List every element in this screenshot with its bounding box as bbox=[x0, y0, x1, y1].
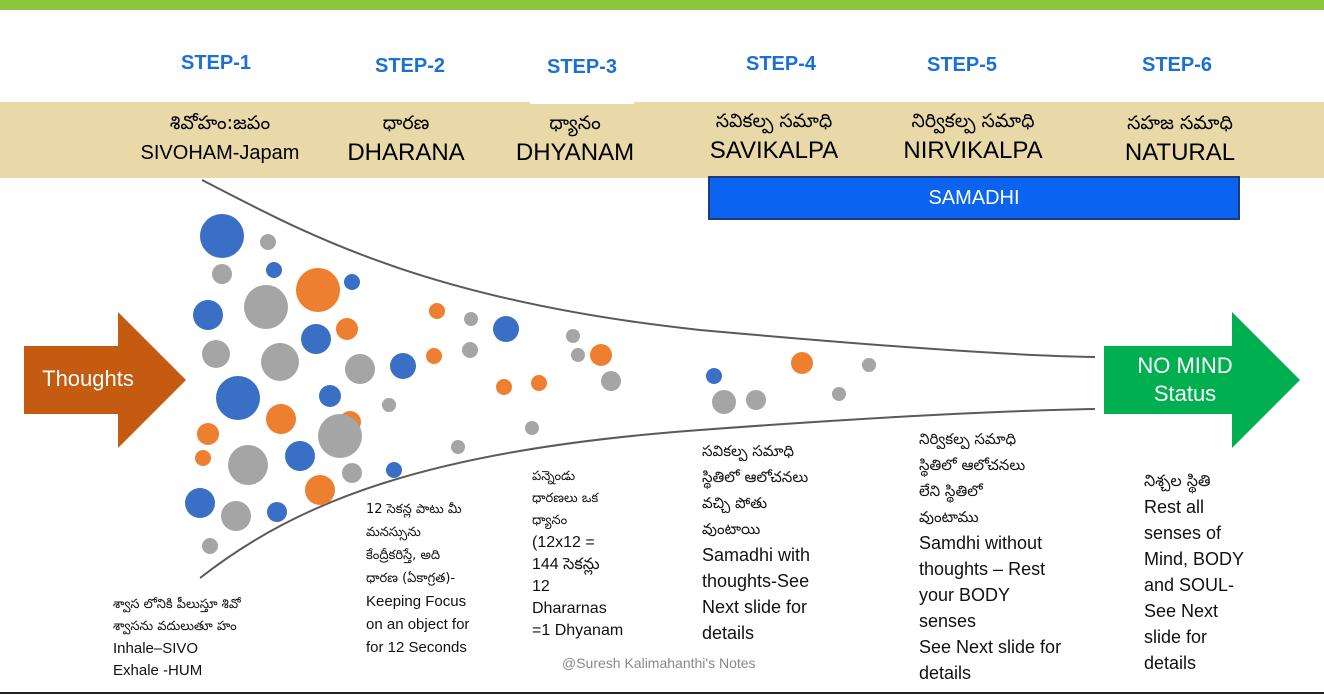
no-mind-line2: Status bbox=[1153, 381, 1217, 406]
stage-telugu: నిర్వికల్ప సమాధి bbox=[911, 110, 1035, 132]
stage-telugu: ధ్యానం bbox=[549, 112, 601, 134]
note-step5: నిర్వికల్ప సమాధి స్థితిలో ఆలోచనలు లేని స… bbox=[919, 426, 1061, 686]
note-line: Samdhi without bbox=[919, 533, 1043, 553]
note-line: and SOUL- bbox=[1144, 575, 1235, 595]
no-mind-line1: NO MIND bbox=[1137, 353, 1233, 378]
stage-english: DHARANA bbox=[347, 139, 465, 166]
note-line: ధారణ (ఏకాగ్రత)- bbox=[366, 571, 456, 586]
thoughts-label: Thoughts bbox=[42, 366, 134, 391]
note-line: వుంటాయి bbox=[702, 520, 761, 538]
thoughts-arrow bbox=[24, 312, 186, 448]
funnel-bottom-curve bbox=[199, 408, 1096, 579]
note-line: Next slide for bbox=[702, 597, 808, 617]
step-5-label: STEP-5 bbox=[926, 54, 998, 76]
note-line: thoughts-See bbox=[702, 571, 810, 591]
no-mind-arrow bbox=[1104, 312, 1300, 448]
note-line: శ్వాస లోనికి పీలుస్తూ శివో bbox=[113, 597, 241, 612]
stage-english: NATURAL bbox=[1124, 139, 1236, 166]
stage-savikalpa: సవికల్ప సమాధి SAVIKALPA bbox=[710, 106, 839, 166]
note-line: Mind, BODY bbox=[1144, 549, 1245, 569]
stage-telugu: సహజ సమాధి bbox=[1127, 112, 1233, 134]
stage-telugu: సవికల్ప సమాధి bbox=[715, 110, 833, 132]
note-step1: శ్వాస లోనికి పీలుస్తూ శివో శ్వాసను వదులు… bbox=[113, 594, 241, 682]
note-line: వచ్చి పోతు bbox=[702, 494, 768, 512]
note-line: slide for bbox=[1144, 627, 1208, 647]
note-line: ధారణలు ఒక bbox=[532, 491, 599, 506]
note-line: స్థితిలో ఆలోచనలు bbox=[702, 468, 809, 486]
note-line: Exhale -HUM bbox=[113, 662, 203, 679]
stage-dhyanam: ధ్యానం DHYANAM bbox=[516, 108, 634, 168]
note-line: ధ్యానం bbox=[532, 513, 568, 528]
step-1-label: STEP-1 bbox=[180, 52, 252, 74]
stage-band bbox=[0, 102, 1324, 178]
note-line: senses of bbox=[1144, 523, 1222, 543]
step-3-label: STEP-3 bbox=[546, 56, 618, 78]
note-line: మనస్సును bbox=[366, 525, 421, 540]
stage-sivoham: శివోహం:జపం SIVOHAM-Japam bbox=[141, 108, 300, 168]
note-line: for 12 Seconds bbox=[366, 639, 467, 656]
note-line: Keeping Focus bbox=[366, 593, 467, 610]
note-line: Dhararnas bbox=[532, 600, 607, 617]
note-line: Samadhi with bbox=[702, 545, 811, 565]
watermark: @Suresh Kalimahanthi's Notes bbox=[562, 655, 756, 671]
note-line: సవికల్ప సమాధి bbox=[702, 442, 795, 460]
note-line: senses bbox=[919, 611, 977, 631]
top-accent-bar bbox=[0, 0, 1324, 10]
note-line: Inhale–SIVO bbox=[113, 640, 199, 657]
stage-nirvikalpa: నిర్వికల్ప సమాధి NIRVIKALPA bbox=[903, 106, 1042, 166]
note-line: పన్నెండు bbox=[532, 469, 576, 484]
note-line: శ్వాసను వదులుతూ హం bbox=[113, 619, 237, 634]
note-line: 12 bbox=[532, 578, 550, 595]
samadhi-bar: SAMADHI bbox=[708, 176, 1240, 220]
step-2-label: STEP-2 bbox=[374, 55, 446, 77]
note-line: కేంద్రీకరిస్తే, అది bbox=[366, 548, 441, 563]
stage-dharana: ధారణ DHARANA bbox=[347, 108, 464, 168]
stage-telugu: ధారణ bbox=[382, 112, 430, 134]
note-step6: నిశ్చల స్థితి Rest all senses of Mind, B… bbox=[1144, 468, 1244, 676]
note-line: See Next bbox=[1144, 601, 1219, 621]
note-line: 144 సెకన్లు bbox=[532, 556, 600, 573]
stage-english: SAVIKALPA bbox=[709, 137, 839, 164]
note-line: details bbox=[702, 623, 755, 643]
note-line: =1 Dhyanam bbox=[532, 622, 624, 639]
no-mind-label: NO MIND Status bbox=[1118, 352, 1252, 408]
thought-circles bbox=[185, 214, 876, 554]
step-6-label: STEP-6 bbox=[1141, 54, 1213, 76]
note-line: స్థితిలో ఆలోచనలు bbox=[919, 456, 1026, 474]
note-line: on an object for bbox=[366, 616, 470, 633]
note-step3: పన్నెండు ధారణలు ఒక ధ్యానం (12x12 = 144 స… bbox=[532, 466, 623, 642]
band-gap bbox=[530, 100, 634, 104]
note-line: 12 సెకన్ల పాటు మీ bbox=[366, 502, 462, 517]
note-line: thoughts – Rest bbox=[919, 559, 1046, 579]
stage-natural: సహజ సమాధి NATURAL bbox=[1125, 108, 1235, 168]
note-line: లేని స్థితిలో bbox=[919, 482, 983, 500]
note-line: నిశ్చల స్థితి bbox=[1144, 471, 1211, 490]
note-line: నిర్వికల్ప సమాధి bbox=[919, 430, 1017, 448]
note-line: (12x12 = bbox=[532, 534, 595, 551]
note-line: See Next slide for bbox=[919, 637, 1062, 657]
note-step4: సవికల్ప సమాధి స్థితిలో ఆలోచనలు వచ్చి పోత… bbox=[702, 438, 810, 646]
step-4-label: STEP-4 bbox=[745, 53, 817, 75]
note-line: వుంటాము bbox=[919, 508, 979, 526]
note-line: details bbox=[919, 663, 972, 683]
note-line: your BODY bbox=[919, 585, 1011, 605]
stage-english: DHYANAM bbox=[515, 139, 635, 166]
stage-english: SIVOHAM-Japam bbox=[140, 142, 300, 164]
stage-english: NIRVIKALPA bbox=[903, 137, 1043, 164]
note-step2: 12 సెకన్ల పాటు మీ మనస్సును కేంద్రీకరిస్త… bbox=[366, 498, 469, 659]
note-line: Rest all bbox=[1144, 497, 1205, 517]
note-line: details bbox=[1144, 653, 1197, 673]
stage-telugu: శివోహం:జపం bbox=[169, 112, 271, 134]
funnel-top-curve bbox=[201, 179, 1096, 358]
bottom-divider bbox=[0, 692, 1324, 694]
